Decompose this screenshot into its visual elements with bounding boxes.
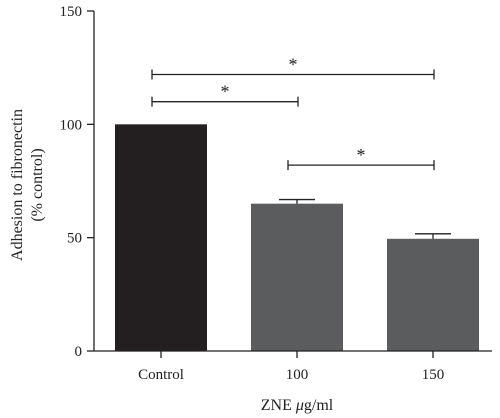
error-bars <box>279 198 451 239</box>
x-tick-label: 150 <box>422 367 445 383</box>
y-axis-title-line-1: Adhesion to fibronectin <box>9 109 26 261</box>
y-axis-title-line-2: (% control) <box>29 148 46 221</box>
y-axis-title: Adhesion to fibronectin (% control) <box>9 109 46 261</box>
x-axis-title: ZNE μg/ml <box>261 397 334 414</box>
bar <box>115 124 207 351</box>
y-tick-label: 100 <box>60 117 83 133</box>
x-tick-label: Control <box>138 367 184 383</box>
bar <box>251 203 343 351</box>
y-tick-label: 150 <box>60 4 83 20</box>
significance-star: * <box>221 82 230 102</box>
y-tick-label: 50 <box>67 231 82 247</box>
bar <box>387 238 479 351</box>
x-tick-label: 100 <box>286 367 309 383</box>
bars <box>115 124 479 351</box>
significance-star: * <box>289 54 298 74</box>
y-axis-ticks: 0 50 100 150 <box>60 4 94 360</box>
significance-star: * <box>357 145 366 165</box>
significance-brackets: * * * <box>151 54 435 171</box>
x-tick-labels: Control 100 150 <box>138 351 444 383</box>
y-tick-label: 0 <box>75 344 83 360</box>
